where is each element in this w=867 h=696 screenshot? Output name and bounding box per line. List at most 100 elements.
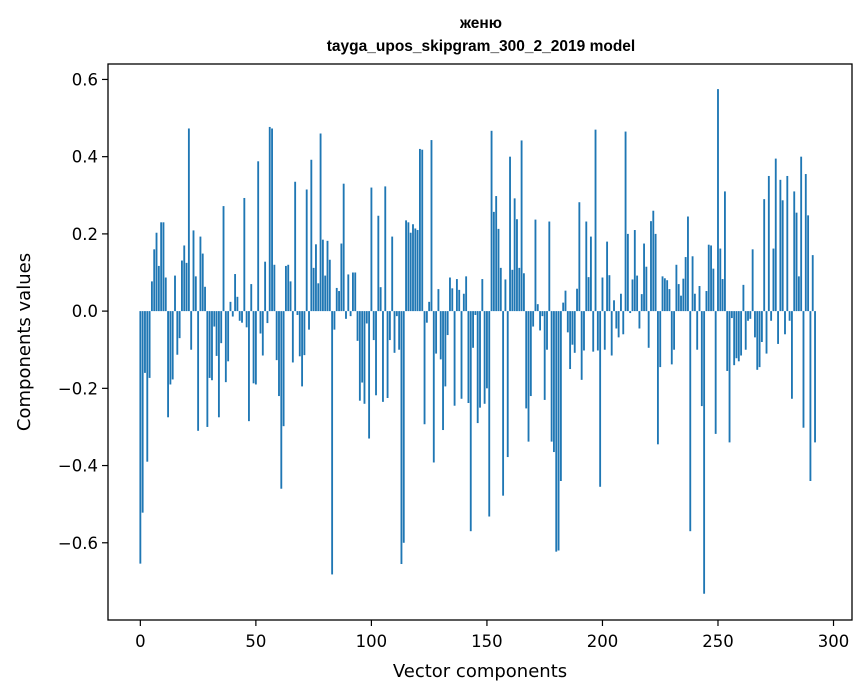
bar-component-179 — [553, 311, 555, 453]
bar-component-146 — [476, 311, 479, 424]
bar-component-133 — [446, 311, 449, 336]
bar-component-75 — [312, 267, 315, 312]
bar-component-134 — [449, 277, 451, 312]
bar-component-277 — [779, 179, 782, 312]
bar-component-156 — [499, 267, 502, 312]
bar-component-202 — [606, 241, 609, 312]
bar-component-281 — [788, 311, 791, 321]
bar-component-26 — [199, 236, 202, 312]
bar-component-262 — [744, 311, 747, 350]
bar-component-127 — [432, 311, 435, 463]
bar-component-67 — [294, 181, 297, 312]
bar-component-173 — [539, 311, 541, 331]
bar-component-17 — [178, 311, 181, 339]
bar-component-278 — [781, 200, 784, 312]
bar-component-111 — [395, 311, 398, 317]
bar-component-269 — [760, 311, 763, 342]
bar-component-267 — [756, 311, 759, 370]
bar-component-59 — [275, 311, 278, 361]
x-axis-label: Vector components — [393, 661, 567, 682]
bar-component-216 — [638, 311, 641, 329]
bar-component-185 — [566, 311, 569, 333]
bar-component-4 — [148, 311, 151, 378]
bar-component-215 — [636, 275, 639, 312]
bar-component-157 — [502, 311, 505, 496]
bar-component-246 — [707, 244, 710, 312]
bar-component-23 — [192, 230, 195, 312]
bar-component-71 — [303, 311, 306, 356]
bar-component-253 — [724, 191, 726, 312]
bar-component-36 — [222, 206, 225, 312]
bar-component-117 — [409, 232, 412, 312]
bar-component-265 — [751, 249, 754, 312]
bar-component-163 — [516, 219, 518, 312]
bar-component-181 — [557, 311, 560, 551]
bar-component-284 — [795, 212, 798, 312]
bar-component-34 — [217, 311, 220, 418]
bar-component-176 — [546, 311, 548, 350]
bar-component-192 — [583, 311, 585, 351]
bar-component-43 — [238, 311, 241, 321]
bar-component-151 — [488, 311, 491, 517]
y-axis-ticks: −0.6 −0.4 −0.2 0.0 0.2 0.4 0.6 — [58, 70, 108, 553]
bar-component-9 — [160, 222, 163, 312]
bar-component-46 — [245, 311, 248, 328]
bar-component-188 — [573, 311, 576, 353]
bar-component-240 — [693, 293, 696, 312]
bar-component-285 — [797, 276, 800, 312]
bar-component-33 — [215, 311, 218, 356]
bar-component-236 — [684, 257, 687, 312]
bar-component-166 — [522, 273, 525, 312]
bar-component-238 — [689, 311, 692, 532]
bar-component-275 — [774, 158, 777, 312]
y-tick-label: 0.2 — [72, 225, 98, 244]
bar-component-184 — [564, 290, 567, 312]
bar-component-249 — [714, 311, 717, 434]
bar-component-53 — [261, 311, 264, 356]
bar-component-257 — [733, 311, 736, 366]
y-tick-label: −0.6 — [58, 534, 98, 553]
bar-component-187 — [571, 311, 574, 345]
bar-component-61 — [280, 311, 283, 489]
bar-component-287 — [802, 311, 805, 428]
bar-component-266 — [754, 311, 756, 338]
bar-component-292 — [814, 311, 816, 443]
bar-component-38 — [227, 311, 230, 362]
bar-component-198 — [596, 311, 599, 351]
bar-component-272 — [767, 175, 770, 312]
bar-component-8 — [157, 265, 160, 312]
bar-component-93 — [354, 272, 357, 312]
bar-component-88 — [342, 183, 345, 312]
bar-component-268 — [758, 311, 761, 368]
bar-component-264 — [749, 311, 752, 319]
bar-component-244 — [703, 311, 706, 594]
bar-component-37 — [224, 311, 227, 383]
bar-component-132 — [444, 311, 447, 387]
bar-component-193 — [585, 221, 588, 312]
bar-component-161 — [511, 269, 514, 312]
bar-component-233 — [677, 284, 680, 312]
bar-component-108 — [388, 311, 391, 341]
bar-component-201 — [603, 311, 606, 350]
bar-component-212 — [629, 311, 632, 314]
bar-component-14 — [171, 311, 174, 380]
bar-component-58 — [273, 264, 276, 312]
bar-component-95 — [358, 311, 361, 401]
bar-component-115 — [405, 220, 407, 312]
bar-component-138 — [458, 289, 461, 312]
bar-component-102 — [375, 311, 377, 396]
bar-component-105 — [382, 311, 384, 402]
bar-component-41 — [234, 274, 237, 312]
bar-component-232 — [675, 264, 678, 312]
bar-component-82 — [328, 259, 331, 312]
bar-component-63 — [284, 265, 287, 312]
bar-component-121 — [419, 148, 421, 312]
y-axis-label: Components values — [14, 253, 35, 431]
bar-component-97 — [363, 311, 366, 404]
bar-component-136 — [453, 311, 456, 406]
bar-component-145 — [474, 311, 477, 315]
bar-component-51 — [257, 161, 260, 312]
bar-component-112 — [398, 311, 401, 350]
bar-component-79 — [321, 239, 324, 312]
bar-component-143 — [469, 311, 472, 532]
